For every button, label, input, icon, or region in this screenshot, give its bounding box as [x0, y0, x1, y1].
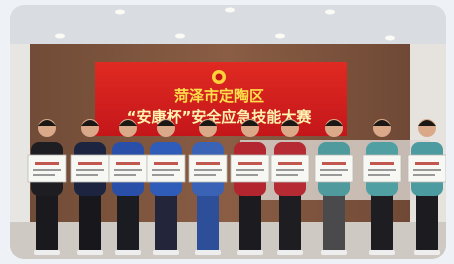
certificate-text — [370, 162, 394, 165]
legs — [371, 190, 393, 252]
page: 菏泽市定陶区 “安康杯”安全应急技能大赛 (() => { const data… — [0, 0, 454, 264]
certificate-text — [33, 174, 55, 176]
shoes — [115, 250, 141, 255]
legs — [279, 190, 301, 252]
certificate-text — [196, 162, 220, 165]
certificate-text — [152, 169, 180, 171]
ceiling-light — [175, 34, 185, 39]
certificate — [189, 155, 227, 182]
shoes — [153, 250, 179, 255]
certificate-text — [114, 169, 142, 171]
certificate-text — [413, 174, 435, 176]
ceiling-light — [275, 34, 285, 39]
certificate-text — [322, 162, 346, 165]
certificate-text — [413, 169, 441, 171]
shoes — [321, 250, 347, 255]
certificate-text — [76, 169, 104, 171]
certificate-text — [35, 162, 59, 165]
certificate-text — [114, 174, 136, 176]
certificate-text — [78, 162, 102, 165]
left-wall — [10, 44, 30, 224]
certificate-text — [238, 162, 262, 165]
certificate — [408, 155, 446, 182]
certificate — [147, 155, 185, 182]
legs — [416, 190, 438, 252]
certificate — [315, 155, 353, 182]
shoes — [34, 250, 60, 255]
ceiling-light — [115, 10, 125, 15]
shoes — [195, 250, 221, 255]
photo: 菏泽市定陶区 “安康杯”安全应急技能大赛 — [0, 0, 454, 264]
certificate — [28, 155, 66, 182]
certificate — [71, 155, 109, 182]
certificate-text — [152, 174, 174, 176]
legs — [117, 190, 139, 252]
shoes — [414, 250, 440, 255]
banner-line1: 菏泽市定陶区 — [174, 87, 264, 105]
legs — [79, 190, 101, 252]
certificate — [363, 155, 401, 182]
certificate-text — [276, 174, 298, 176]
legs — [323, 190, 345, 252]
shoes — [277, 250, 303, 255]
photo-content: 菏泽市定陶区 “安康杯”安全应急技能大赛 — [10, 5, 446, 262]
ceiling-light — [325, 10, 335, 15]
certificate-text — [415, 162, 439, 165]
shoes — [237, 250, 263, 255]
certificate-text — [368, 169, 396, 171]
certificate-text — [276, 169, 304, 171]
certificate-text — [320, 174, 342, 176]
ceiling-light — [225, 8, 235, 13]
certificate-text — [194, 174, 216, 176]
certificate-text — [278, 162, 302, 165]
certificate-text — [76, 174, 98, 176]
certificate-text — [33, 169, 61, 171]
certificate-text — [320, 169, 348, 171]
shoes — [369, 250, 395, 255]
certificate-text — [154, 162, 178, 165]
ceiling-light — [385, 36, 395, 41]
legs — [36, 190, 58, 252]
legs — [197, 190, 219, 252]
certificate-text — [236, 169, 264, 171]
certificate-text — [116, 162, 140, 165]
shoes — [77, 250, 103, 255]
certificate — [109, 155, 147, 182]
certificate-text — [194, 169, 222, 171]
certificate-text — [368, 174, 390, 176]
certificate — [231, 155, 269, 182]
ceiling-light — [55, 34, 65, 39]
certificate — [271, 155, 309, 182]
legs — [155, 190, 177, 252]
certificate-text — [236, 174, 258, 176]
emblem-core — [216, 74, 223, 81]
legs — [239, 190, 261, 252]
